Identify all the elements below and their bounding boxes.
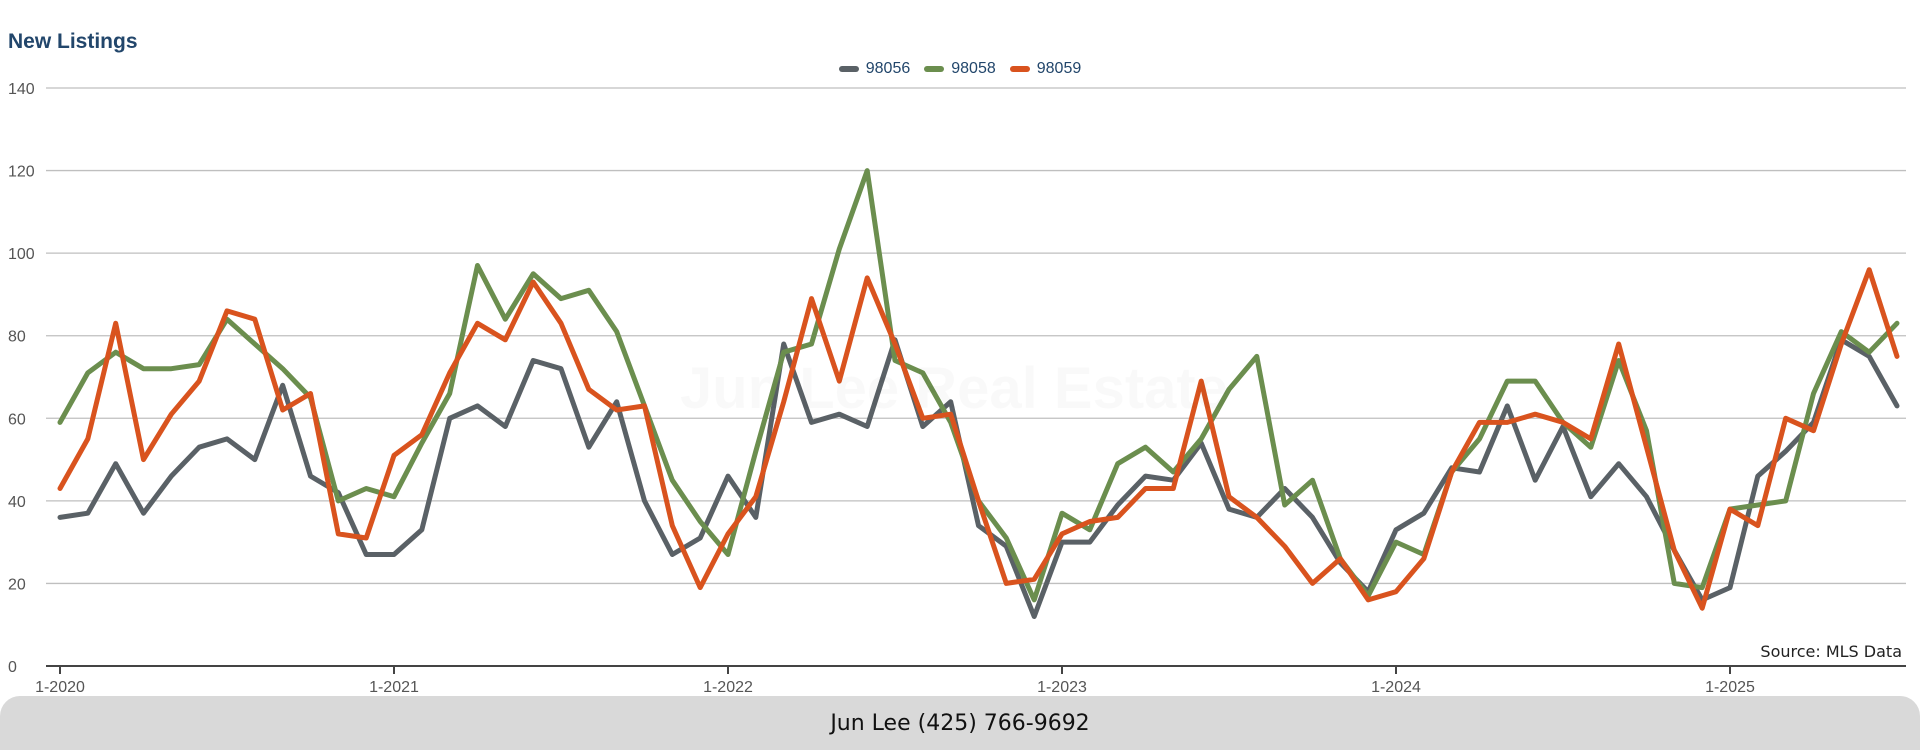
footer-contact: Jun Lee (425) 766-9692: [830, 710, 1090, 736]
legend-swatch-98059: [1009, 66, 1030, 72]
y-tick-label-80: 80: [8, 329, 26, 346]
footer-bar: Jun Lee (425) 766-9692: [0, 696, 1920, 750]
y-tick-label-0: 0: [8, 659, 17, 676]
y-tick-label-140: 140: [8, 81, 35, 98]
x-tick-label-1-2022: 1-2022: [703, 679, 753, 696]
legend: 98056 98058 98059: [0, 60, 1920, 78]
chart-title: New Listings: [8, 30, 138, 53]
x-tick-label-1-2025: 1-2025: [1705, 679, 1755, 696]
legend-item-98058[interactable]: 98058: [924, 60, 996, 78]
series-line-98056: [57, 337, 1900, 619]
y-tick-label-100: 100: [8, 246, 35, 263]
y-tick-label-60: 60: [8, 411, 26, 428]
grid-lines: [46, 87, 1906, 585]
legend-item-98059[interactable]: 98059: [1009, 60, 1082, 78]
y-tick-label-40: 40: [8, 494, 26, 511]
legend-label-98056: 98056: [865, 60, 911, 77]
x-tick-label-1-2023: 1-2023: [1037, 679, 1087, 696]
y-tick-label-20: 20: [8, 576, 26, 593]
legend-label-98059: 98059: [1036, 60, 1082, 77]
x-tick-label-1-2021: 1-2021: [369, 679, 419, 696]
x-tick-label-1-2020: 1-2020: [35, 679, 85, 696]
x-axis: 1-2020 1-2021 1-2022 1-2023 1-2024 1-2025: [35, 665, 1906, 696]
y-tick-label-120: 120: [8, 164, 35, 181]
legend-swatch-98058: [924, 66, 945, 72]
source-note: Source: MLS Data: [1760, 642, 1902, 661]
series-line-98059: [57, 267, 1900, 611]
watermark: Jun Lee Real Estate: [680, 355, 1228, 422]
legend-swatch-98056: [838, 66, 859, 72]
series-lines: [57, 168, 1900, 619]
x-tick-label-1-2024: 1-2024: [1371, 679, 1421, 696]
legend-label-98058: 98058: [951, 60, 996, 77]
legend-item-98056[interactable]: 98056: [838, 60, 911, 78]
y-axis-ticks: 0 20 40 60 80 100 120 140: [8, 81, 35, 676]
